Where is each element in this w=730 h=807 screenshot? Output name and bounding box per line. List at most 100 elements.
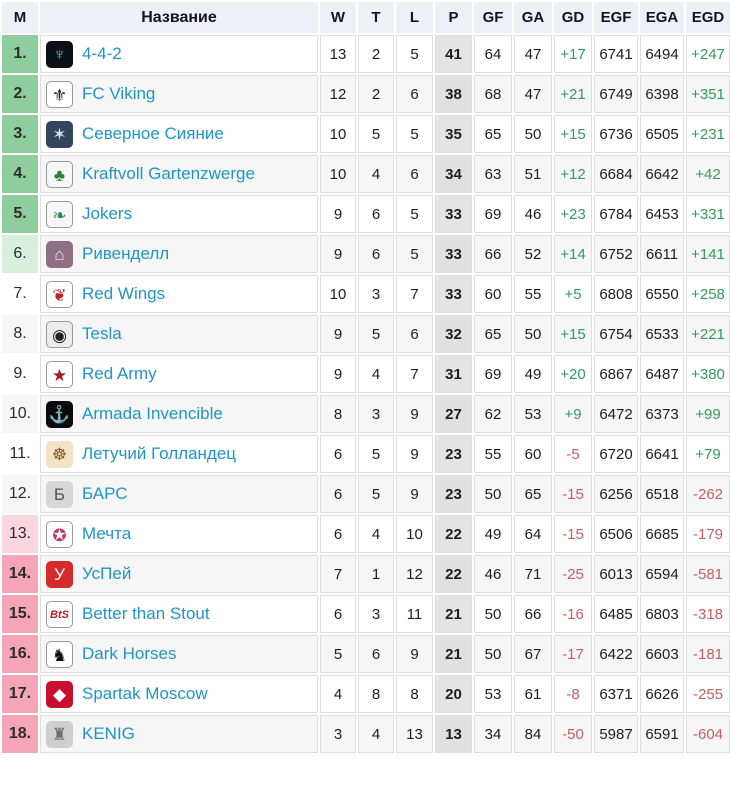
l-cell: 9 (396, 635, 433, 673)
team-link[interactable]: Red Army (82, 364, 157, 383)
egd-cell: +258 (686, 275, 730, 313)
egd-cell: +231 (686, 115, 730, 153)
gf-cell: 46 (474, 555, 512, 593)
table-row: 4. ♣ Kraftvoll Gartenzwerge 10 4 6 34 63… (2, 155, 730, 193)
ega-cell: 6591 (640, 715, 684, 753)
egf-cell: 6741 (594, 35, 638, 73)
team-link[interactable]: Red Wings (82, 284, 166, 303)
p-cell: 32 (435, 315, 472, 353)
l-cell: 11 (396, 595, 433, 633)
place-cell: 11. (2, 435, 38, 473)
team-logo-icon: ⌂ (46, 240, 73, 268)
p-cell: 23 (435, 435, 472, 473)
egd-cell: -179 (686, 515, 730, 553)
egd-cell: +79 (686, 435, 730, 473)
table-row: 9. ★ Red Army 9 4 7 31 69 49 +20 6867 64… (2, 355, 730, 393)
team-link[interactable]: Better than Stout (82, 604, 210, 623)
egd-cell: +247 (686, 35, 730, 73)
table-row: 1. ♆ 4-4-2 13 2 5 41 64 47 +17 6741 6494… (2, 35, 730, 73)
league-table: М Название W T L P GF GA GD EGF EGA EGD 1. ♆ 4-4-2 … (2, 2, 730, 753)
team-link[interactable]: Мечта (82, 524, 132, 543)
w-cell: 10 (320, 155, 356, 193)
team-cell: ⚜ FC Viking (40, 75, 318, 113)
l-cell: 9 (396, 435, 433, 473)
team-link[interactable]: FC Viking (82, 84, 156, 103)
team-link[interactable]: 4-4-2 (82, 44, 122, 63)
table-row: 13. ✪ Мечта 6 4 10 22 49 64 -15 6506 668… (2, 515, 730, 553)
gd-cell: +20 (554, 355, 592, 393)
gf-cell: 66 (474, 235, 512, 273)
team-link[interactable]: УсПей (82, 564, 132, 583)
l-cell: 9 (396, 395, 433, 433)
team-cell: ✶ Северное Сияние (40, 115, 318, 153)
team-link[interactable]: Северное Сияние (82, 124, 224, 143)
p-cell: 21 (435, 595, 472, 633)
column-header-egd: EGD (686, 2, 730, 33)
l-cell: 6 (396, 315, 433, 353)
team-link[interactable]: KENIG (82, 724, 135, 743)
p-cell: 41 (435, 35, 472, 73)
ga-cell: 65 (514, 475, 552, 513)
egd-cell: +331 (686, 195, 730, 233)
place-cell: 1. (2, 35, 38, 73)
table-row: 15. BtS Better than Stout 6 3 11 21 50 6… (2, 595, 730, 633)
ga-cell: 84 (514, 715, 552, 753)
team-link[interactable]: Летучий Голландец (82, 444, 237, 463)
gf-cell: 69 (474, 195, 512, 233)
gf-cell: 34 (474, 715, 512, 753)
t-cell: 5 (358, 315, 394, 353)
column-header-l: L (396, 2, 433, 33)
team-link[interactable]: Dark Horses (82, 644, 177, 663)
gd-cell: -15 (554, 475, 592, 513)
gd-cell: -15 (554, 515, 592, 553)
table-row: 6. ⌂ Ривенделл 9 6 5 33 66 52 +14 6752 6… (2, 235, 730, 273)
team-link[interactable]: Jokers (82, 204, 133, 223)
ga-cell: 50 (514, 315, 552, 353)
team-link[interactable]: Kraftvoll Gartenzwerge (82, 164, 255, 183)
t-cell: 5 (358, 435, 394, 473)
gd-cell: +23 (554, 195, 592, 233)
team-link[interactable]: Ривенделл (82, 244, 170, 263)
table-row: 17. ◆ Spartak Moscow 4 8 8 20 53 61 -8 6… (2, 675, 730, 713)
ega-cell: 6505 (640, 115, 684, 153)
l-cell: 12 (396, 555, 433, 593)
place-cell: 10. (2, 395, 38, 433)
ega-cell: 6803 (640, 595, 684, 633)
team-link[interactable]: Spartak Moscow (82, 684, 208, 703)
team-logo-icon: ★ (46, 360, 73, 388)
table-row: 5. ❧ Jokers 9 6 5 33 69 46 +23 6784 6453… (2, 195, 730, 233)
ga-cell: 53 (514, 395, 552, 433)
team-link[interactable]: Tesla (82, 324, 122, 343)
w-cell: 6 (320, 595, 356, 633)
gf-cell: 50 (474, 475, 512, 513)
gd-cell: +12 (554, 155, 592, 193)
t-cell: 5 (358, 115, 394, 153)
w-cell: 4 (320, 675, 356, 713)
ga-cell: 71 (514, 555, 552, 593)
ega-cell: 6603 (640, 635, 684, 673)
table-body: 1. ♆ 4-4-2 13 2 5 41 64 47 +17 6741 6494… (2, 35, 730, 753)
l-cell: 5 (396, 115, 433, 153)
column-header-egf: EGF (594, 2, 638, 33)
team-link[interactable]: Armada Invencible (82, 404, 223, 423)
t-cell: 4 (358, 155, 394, 193)
team-link[interactable]: БАРС (82, 484, 128, 503)
gf-cell: 53 (474, 675, 512, 713)
w-cell: 9 (320, 315, 356, 353)
p-cell: 13 (435, 715, 472, 753)
egd-cell: -581 (686, 555, 730, 593)
t-cell: 6 (358, 235, 394, 273)
t-cell: 3 (358, 275, 394, 313)
egf-cell: 6485 (594, 595, 638, 633)
l-cell: 5 (396, 195, 433, 233)
team-logo-icon: ◆ (46, 680, 73, 708)
egf-cell: 6754 (594, 315, 638, 353)
column-header-м: М (2, 2, 38, 33)
team-cell: ◉ Tesla (40, 315, 318, 353)
gd-cell: +15 (554, 115, 592, 153)
column-header-w: W (320, 2, 356, 33)
gd-cell: +21 (554, 75, 592, 113)
ga-cell: 60 (514, 435, 552, 473)
team-cell: ◆ Spartak Moscow (40, 675, 318, 713)
standings-page: М Название W T L P GF GA GD EGF EGA EGD 1. ♆ 4-4-2 … (2, 2, 730, 753)
